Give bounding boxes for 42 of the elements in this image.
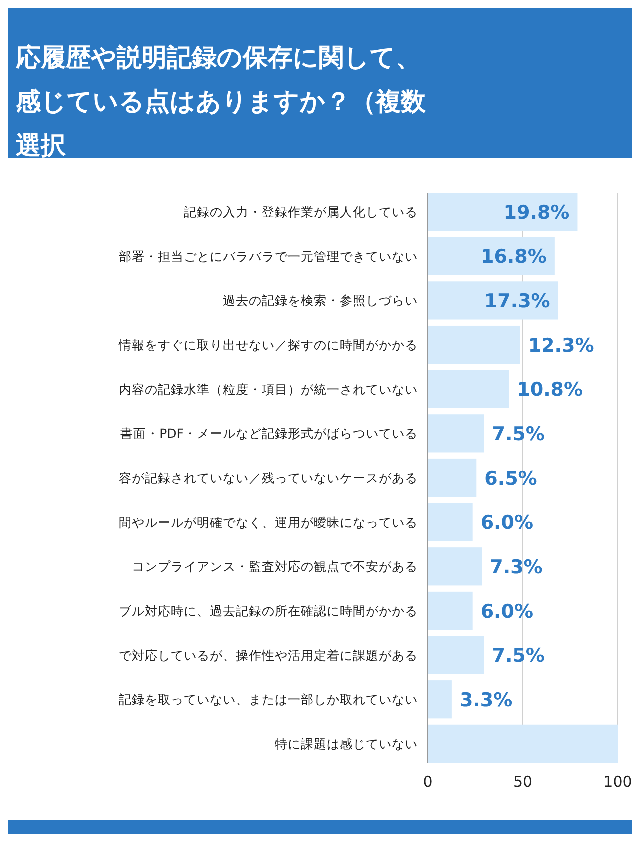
- bar: [428, 724, 618, 763]
- bar: [428, 282, 558, 320]
- y-tick-label: 記録の入力・登録作業が属人化している: [184, 204, 418, 220]
- annotation: 7.5%: [492, 645, 545, 668]
- bar: [428, 680, 452, 719]
- y-tick-label: 容が記録されていない／残っていないケースがある: [119, 470, 418, 486]
- text: 応履歴や説明記録の保存に関して、感じている点はありますか？（複数選択: [15, 43, 427, 160]
- y-tick-label: 間やルールが明確でなく、運用が曖昧になっている: [119, 514, 418, 530]
- annotation: 7.3%: [490, 556, 543, 578]
- y-tick-label: 書面・PDF・メールなど記録形式がばらついている: [120, 426, 418, 442]
- y-tick-label: 情報をすぐに取り出せない／探すのに時間がかかる: [118, 338, 418, 353]
- bar: [428, 458, 477, 498]
- annotation: 19.8%: [504, 202, 570, 224]
- bar: [428, 193, 578, 232]
- annotation: 12.3%: [528, 334, 594, 357]
- y-tick-label: 記録を取っていない、または一部しか取れていない: [119, 692, 418, 708]
- bar: [428, 636, 484, 674]
- bar: [428, 414, 484, 453]
- y-tick-label: ブル対応時に、過去記録の所在確認に時間がかかる: [119, 603, 418, 618]
- annotation: 3.3%: [460, 689, 513, 712]
- y-tick-label: 内容の記録水準（粒度・項目）が統一されていない: [119, 382, 418, 397]
- annotation: 7.5%: [492, 424, 545, 446]
- y-tick-label: で対応しているが、操作性や活用定着に課題がある: [119, 648, 418, 663]
- bar: [428, 503, 473, 542]
- y-tick-label: 特に課題は感じていない: [275, 736, 418, 752]
- x-tick-label: 0: [423, 773, 433, 791]
- annotation: 10.8%: [517, 379, 584, 402]
- x-tick-label: 50: [513, 773, 533, 791]
- annotation: 6.5%: [484, 468, 538, 490]
- bar: [428, 548, 482, 586]
- bar: [428, 237, 555, 276]
- annotation: 6.0%: [480, 600, 534, 623]
- annotation: 17.3%: [484, 290, 550, 313]
- annotation: 6.0%: [480, 512, 534, 534]
- y-tick-label: コンプライアンス・監査対応の観点で不安がある: [132, 559, 418, 574]
- bar: [428, 326, 520, 364]
- annotation: 16.8%: [481, 246, 547, 268]
- bar: [428, 370, 510, 408]
- bar: [428, 592, 473, 630]
- x-tick-label: 100: [604, 773, 632, 791]
- y-tick-label: 過去の記録を検索・参照しづらい: [223, 293, 418, 308]
- y-tick-label: 部署・担当ごとにバラバラで一元管理できていない: [119, 248, 418, 264]
